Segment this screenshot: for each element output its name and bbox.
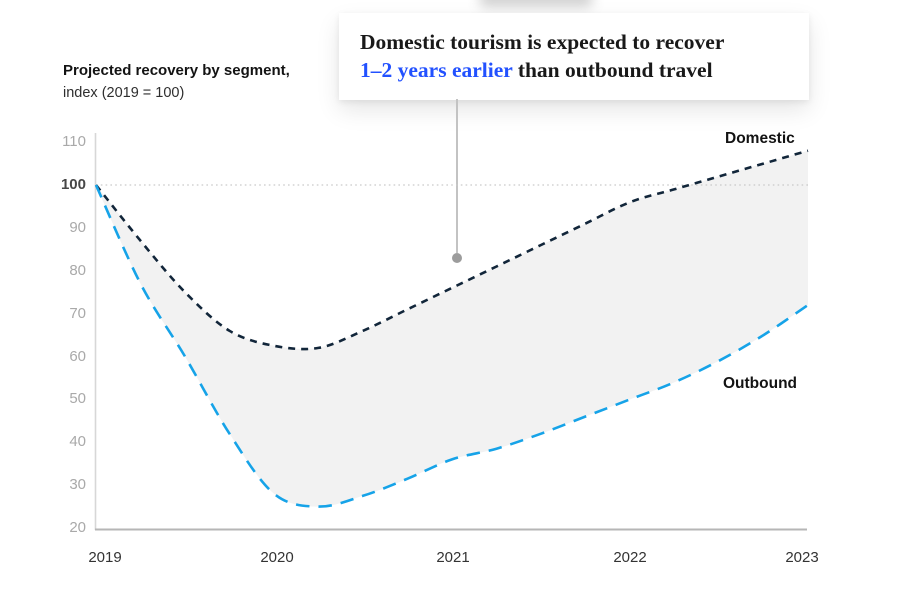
x-tick-label: 2020 [260, 549, 294, 566]
series-label-outbound: Outbound [723, 375, 798, 392]
y-tick-label: 90 [69, 219, 86, 236]
y-tick-label: 70 [69, 305, 86, 322]
x-tick-label: 2019 [88, 549, 122, 566]
y-tick-label: 30 [69, 476, 86, 493]
chart-title: Projected recovery by segment, [63, 62, 290, 79]
chart-subtitle: index (2019 = 100) [63, 85, 185, 101]
callout-anchor-dot [452, 253, 462, 263]
domestic-line [94, 149, 809, 351]
y-tick-label: 110 [62, 133, 86, 150]
x-tick-label: 2022 [613, 549, 647, 566]
y-tick-label: 60 [69, 348, 86, 365]
y-tick-label: 50 [69, 390, 86, 407]
fill-between-area [96, 150, 808, 507]
callout-text-line2: than outbound travel [512, 58, 713, 82]
y-tick-label: 100 [60, 176, 86, 193]
y-tick-label: 40 [69, 433, 86, 450]
y-tick-label: 80 [69, 262, 86, 279]
x-tick-label: 2023 [785, 549, 819, 566]
callout-highlight-text: 1–2 years earlier [360, 58, 513, 82]
x-tick-label: 2021 [436, 549, 470, 566]
callout-card: Domestic tourism is expected to recover … [339, 13, 809, 100]
callout-connector-line [455, 99, 458, 253]
series-label-domestic: Domestic [725, 130, 795, 147]
callout-text-line1: Domestic tourism is expected to recover [360, 30, 725, 54]
y-tick-label: 20 [69, 519, 86, 536]
outbound-line [94, 184, 809, 508]
